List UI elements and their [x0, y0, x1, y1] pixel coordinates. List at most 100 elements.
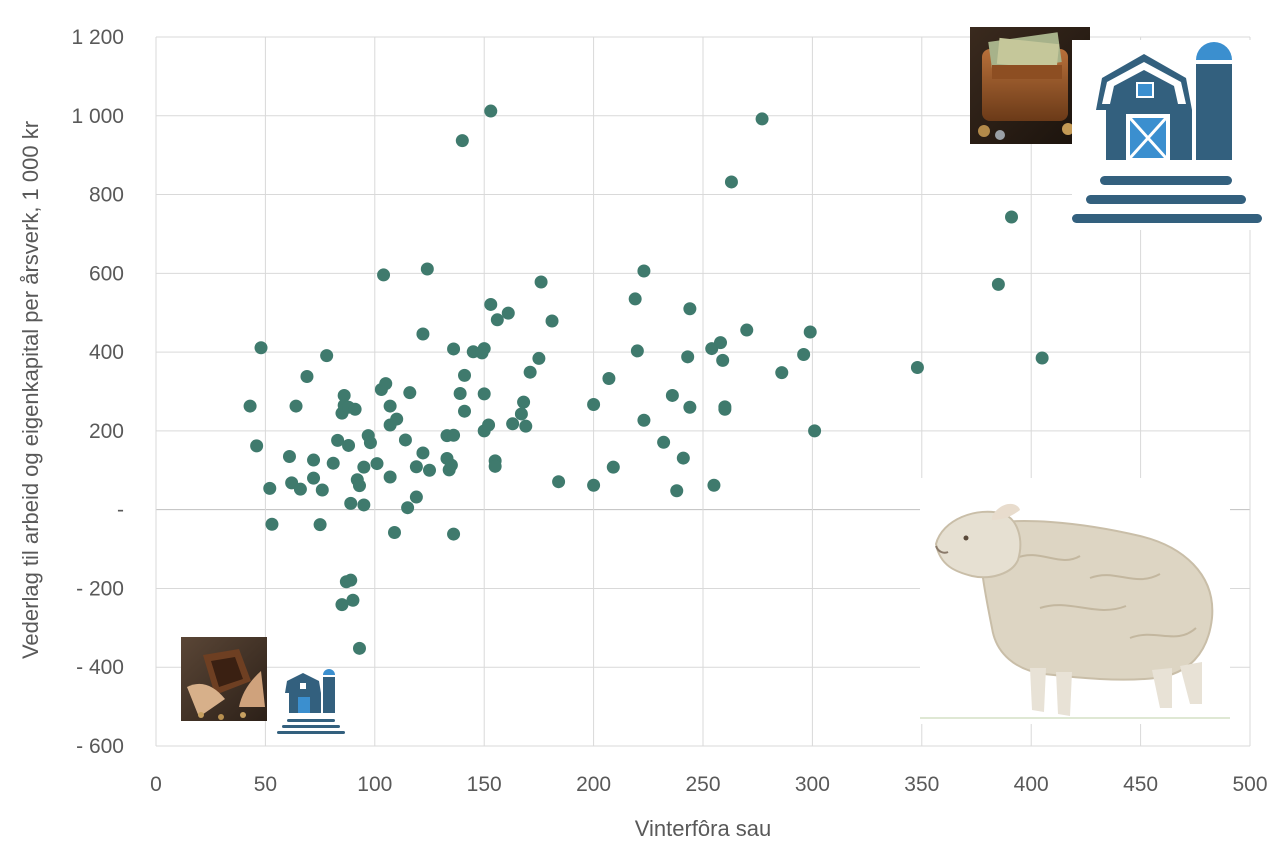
data-point — [532, 351, 546, 365]
y-axis-tick-labels: - 600 - 400 - 200 - 200 400 600 800 1 000 1 200 — [71, 26, 124, 758]
data-point — [523, 365, 537, 379]
data-point — [335, 598, 349, 612]
data-point — [352, 479, 366, 493]
data-point — [587, 478, 601, 492]
y-tick-label: 400 — [89, 341, 124, 364]
data-point — [403, 386, 417, 400]
data-point — [377, 268, 391, 282]
data-point — [657, 435, 671, 449]
data-point — [740, 323, 754, 337]
y-tick-label: - 200 — [76, 577, 124, 600]
data-point — [517, 395, 531, 409]
data-point — [506, 417, 520, 431]
data-point — [307, 453, 321, 467]
data-point — [331, 433, 345, 447]
data-point — [379, 377, 393, 391]
data-point — [357, 498, 371, 512]
data-point — [254, 341, 268, 355]
data-point — [357, 460, 371, 474]
data-point — [348, 402, 362, 416]
data-point — [313, 518, 327, 532]
data-point — [409, 460, 423, 474]
data-point — [342, 438, 356, 452]
data-point — [716, 353, 730, 367]
data-point — [401, 501, 415, 515]
barn-large-icon — [1072, 40, 1262, 230]
x-tick-label: 500 — [1232, 773, 1267, 796]
data-point — [370, 457, 384, 471]
data-point — [293, 482, 307, 496]
data-point — [282, 449, 296, 463]
data-point — [416, 446, 430, 460]
empty-wallet-image — [181, 637, 267, 721]
barn-small-icon — [277, 669, 345, 735]
x-tick-label: 0 — [150, 773, 162, 796]
data-point — [707, 478, 721, 492]
data-point — [458, 368, 472, 382]
data-point — [289, 399, 303, 413]
y-tick-label: 1 000 — [71, 105, 124, 128]
data-point — [484, 104, 498, 118]
data-point — [803, 325, 817, 339]
data-point — [797, 347, 811, 361]
x-tick-label: 100 — [357, 773, 392, 796]
y-tick-label: 200 — [89, 420, 124, 443]
data-point — [665, 388, 679, 402]
y-axis-title: Vederlag til arbeid og eigenkapital per … — [18, 121, 43, 659]
data-point — [683, 302, 697, 316]
y-tick-label: 800 — [89, 184, 124, 207]
data-point — [326, 456, 340, 470]
data-point — [383, 399, 397, 413]
data-point — [250, 439, 264, 453]
x-tick-label: 150 — [467, 773, 502, 796]
data-point — [416, 327, 430, 341]
data-point — [409, 490, 423, 504]
data-point — [455, 134, 469, 148]
data-point — [991, 277, 1005, 291]
x-tick-label: 50 — [254, 773, 277, 796]
sheep-image — [920, 478, 1230, 724]
x-tick-label: 300 — [795, 773, 830, 796]
data-point — [444, 458, 458, 472]
data-point — [519, 419, 533, 433]
data-point — [265, 517, 279, 531]
data-point — [423, 463, 436, 477]
data-point — [420, 262, 434, 276]
data-point — [307, 471, 321, 485]
data-point — [344, 573, 358, 587]
data-point — [683, 400, 697, 414]
data-point — [390, 412, 404, 426]
data-point — [602, 372, 616, 386]
data-point — [453, 386, 467, 400]
x-tick-label: 250 — [685, 773, 720, 796]
data-point — [718, 402, 732, 416]
data-point — [300, 370, 314, 384]
x-axis-tick-labels: 0 50 100 150 200 250 300 350 400 450 500 — [150, 773, 1267, 796]
data-point — [1005, 210, 1019, 224]
x-tick-label: 450 — [1123, 773, 1158, 796]
data-point — [670, 484, 684, 498]
data-point — [352, 641, 366, 655]
data-point — [714, 336, 728, 350]
data-point — [243, 399, 257, 413]
wallet-full-of-money-image — [970, 27, 1090, 144]
data-point — [488, 459, 502, 473]
data-point — [755, 112, 769, 126]
data-point — [724, 175, 738, 189]
data-point — [484, 297, 498, 311]
data-point — [676, 451, 690, 465]
data-point — [534, 275, 548, 289]
y-tick-label: - 400 — [76, 656, 124, 679]
data-point — [587, 397, 601, 411]
y-tick-label: 1 200 — [71, 26, 124, 49]
y-tick-label: - — [117, 499, 124, 522]
data-point — [344, 496, 358, 510]
data-point — [545, 314, 559, 328]
data-point — [501, 306, 515, 320]
data-point — [447, 428, 461, 442]
data-point — [477, 387, 491, 401]
x-axis-title: Vinterfôra sau — [635, 816, 772, 841]
data-point — [387, 526, 401, 540]
x-tick-label: 350 — [904, 773, 939, 796]
